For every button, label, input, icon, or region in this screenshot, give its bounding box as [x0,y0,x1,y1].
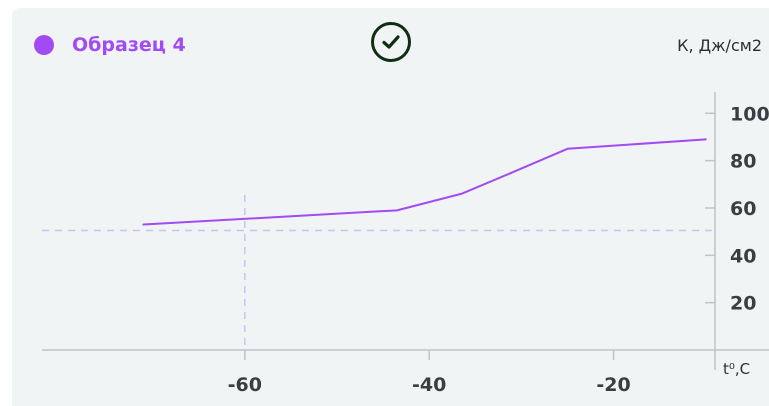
legend-series-dot [34,35,54,55]
check-circle-icon[interactable] [371,22,411,62]
x-tick-label: -60 [228,374,262,396]
legend: Образец 4 [34,34,186,56]
series-line-1 [142,138,707,226]
y-axis-unit: К, Дж/см2 [677,36,762,55]
x-tick-label: -20 [596,374,630,396]
y-tick-label: 60 [730,198,756,220]
y-tick-label: 20 [730,293,756,315]
y-tick-label: 100 [730,103,769,125]
x-axis-unit: t⁰,С [723,360,751,378]
legend-series-label: Образец 4 [72,34,186,56]
x-tick-label: -40 [412,374,446,396]
chart-card [12,8,769,406]
y-tick-label: 40 [730,245,756,267]
y-tick-label: 80 [730,151,756,173]
checkmark-icon [382,35,400,49]
